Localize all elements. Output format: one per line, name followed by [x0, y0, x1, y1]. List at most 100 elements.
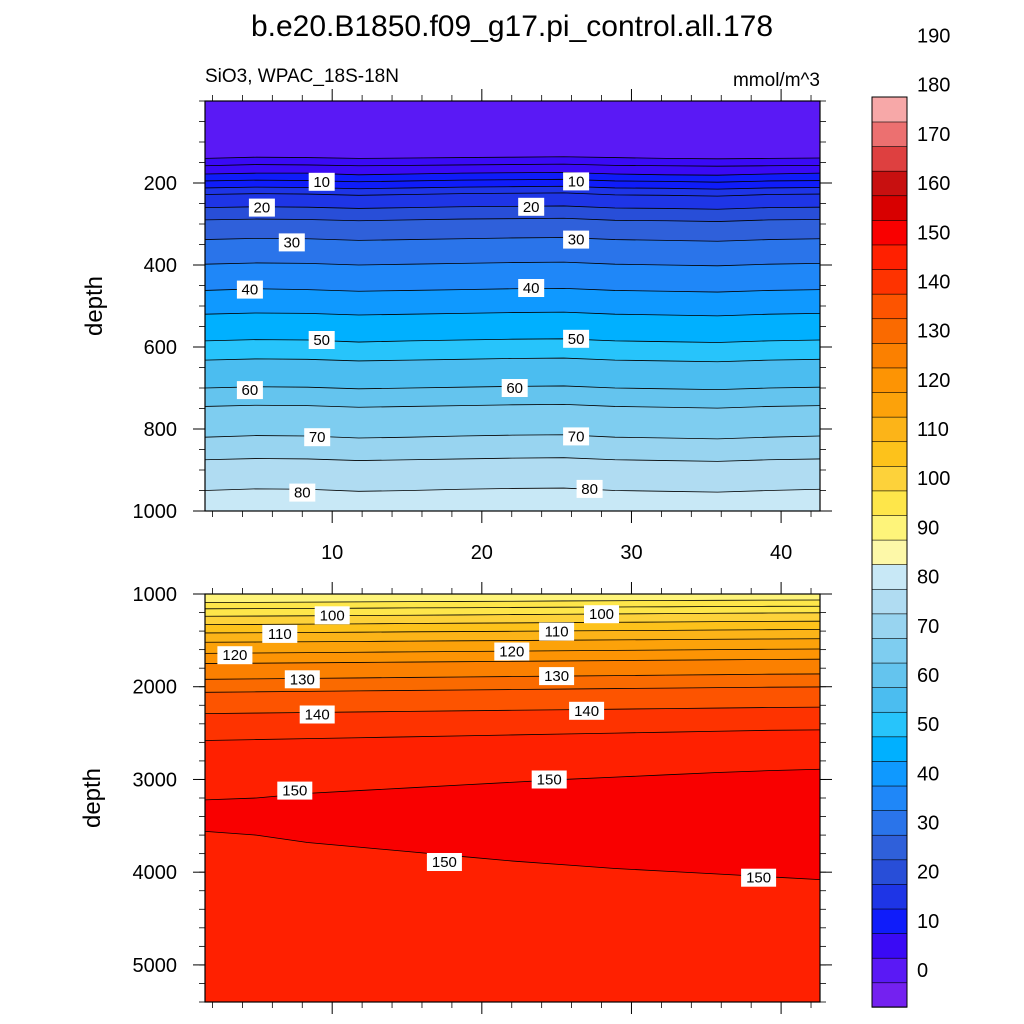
contour-label-box	[576, 479, 603, 498]
contour-label: 130	[290, 671, 315, 688]
contour-line	[205, 261, 820, 267]
upper-y-axis-label: depth	[81, 276, 108, 336]
contour-line	[205, 338, 820, 343]
colorbar-tick-label: 30	[917, 813, 939, 835]
contour-label: 80	[294, 485, 311, 502]
upper-panel-contour-labels: 10 10 20 20 30 30 40 40 50 50 60 60 70 70 80 80	[236, 172, 603, 502]
contour-label: 150	[282, 783, 307, 800]
y-tick-label: 400	[144, 255, 177, 277]
colorbar-swatch	[871, 416, 908, 443]
contour-label-box	[563, 172, 590, 191]
contour-line	[205, 658, 820, 664]
colorbar-swatch	[871, 809, 908, 836]
contour-line	[205, 357, 820, 363]
fill-band	[205, 488, 820, 511]
lower-panel-ticks: 1000 2000 3000 4000 5000	[133, 582, 832, 1014]
colorbar: 0 10 20 30 40 50 60 70 80 90 100 110 120 130 140 150 160…	[871, 26, 950, 1008]
contour-label-box	[563, 230, 590, 249]
contour-label-box	[563, 329, 590, 348]
x-tick-label: 10	[321, 542, 343, 564]
lower-panel-fill	[205, 594, 820, 1002]
contour-label-box	[308, 331, 335, 349]
colorbar-swatch	[871, 662, 908, 688]
contour-label-box	[539, 667, 575, 686]
contour-line	[205, 620, 820, 625]
contour-label-box	[217, 646, 253, 665]
colorbar-tick-label: 90	[917, 517, 939, 539]
colorbar-swatch	[871, 121, 908, 147]
contour-label: 140	[305, 707, 330, 724]
colorbar-tick-label: 190	[917, 26, 950, 48]
contour-label: 150	[432, 854, 457, 871]
colorbar-swatch	[871, 883, 908, 910]
colorbar-swatch	[871, 932, 908, 959]
contour-label: 140	[574, 703, 599, 720]
colorbar-swatch	[871, 293, 908, 320]
contour-line	[205, 599, 820, 603]
contour-label-box	[314, 606, 350, 625]
colorbar-swatch	[871, 637, 908, 664]
lower-panel-contour-labels: 100 100 110 110 120 120 130 130 140 140 150 150 150 1…	[217, 605, 777, 887]
y-tick-label: 600	[144, 337, 177, 359]
contour-label: 120	[222, 647, 247, 664]
contour-label-box	[494, 642, 530, 661]
colorbar-swatch	[871, 318, 908, 344]
colorbar-swatch	[871, 219, 908, 246]
y-tick-label: 4000	[133, 862, 178, 884]
colorbar-swatch	[871, 268, 908, 295]
contour-label: 110	[545, 624, 569, 641]
chart-subtitle-left: SiO3, WPAC_18S-18N	[205, 66, 399, 87]
fill-band	[205, 831, 820, 1002]
colorbar-tick-label: 20	[917, 862, 939, 884]
colorbar-tick-label: 50	[917, 714, 939, 736]
contour-line	[205, 629, 820, 634]
colorbar-tick-label: 10	[917, 911, 939, 933]
contour-line	[205, 237, 820, 242]
y-tick-label: 3000	[133, 770, 178, 792]
colorbar-tick-label: 70	[917, 616, 939, 638]
contour-label: 70	[309, 429, 326, 446]
y-tick-label: 800	[144, 419, 177, 441]
contour-label-box	[236, 381, 263, 400]
contour-label-box	[277, 781, 313, 800]
colorbar-swatch	[871, 342, 908, 369]
colorbar-swatch	[871, 785, 908, 811]
x-tick-label: 20	[471, 542, 493, 564]
contour-line	[205, 638, 820, 643]
y-tick-label: 5000	[133, 955, 178, 977]
contour-label: 40	[242, 282, 259, 299]
colorbar-tick-label: 160	[917, 173, 950, 195]
contour-label: 100	[320, 607, 345, 624]
upper-panel-ticks: 200 400 600 800 1000 10 20 30 40	[133, 89, 832, 564]
contour-label: 150	[746, 870, 771, 887]
colorbar-swatch	[871, 957, 908, 984]
contour-line	[205, 171, 820, 176]
contour-label-box	[236, 280, 263, 299]
colorbar-swatch	[871, 736, 908, 762]
contour-label: 50	[313, 332, 330, 349]
y-tick-label: 1000	[133, 584, 178, 606]
contour-label-box	[284, 670, 320, 689]
contour-label: 80	[581, 481, 598, 498]
colorbar-swatch	[871, 195, 908, 221]
colorbar-swatch	[871, 588, 908, 615]
contour-line	[205, 217, 820, 222]
contour-label-box	[262, 624, 298, 643]
contour-label-box	[289, 483, 316, 502]
contour-label-box	[248, 198, 275, 217]
x-tick-label: 30	[620, 542, 642, 564]
contour-line	[205, 205, 820, 210]
colorbar-swatch	[871, 760, 908, 787]
colorbar-swatch	[871, 465, 908, 492]
contour-label-box	[563, 427, 590, 446]
contour-line	[205, 311, 820, 317]
contour-label: 10	[568, 173, 585, 190]
colorbar-swatch	[871, 244, 908, 270]
contour-label: 60	[242, 382, 259, 399]
contour-label-box	[278, 233, 305, 252]
colorbar-tick-label: 140	[917, 272, 950, 294]
contour-line	[205, 178, 820, 183]
contour-line	[205, 605, 820, 610]
contour-label: 120	[499, 644, 524, 661]
